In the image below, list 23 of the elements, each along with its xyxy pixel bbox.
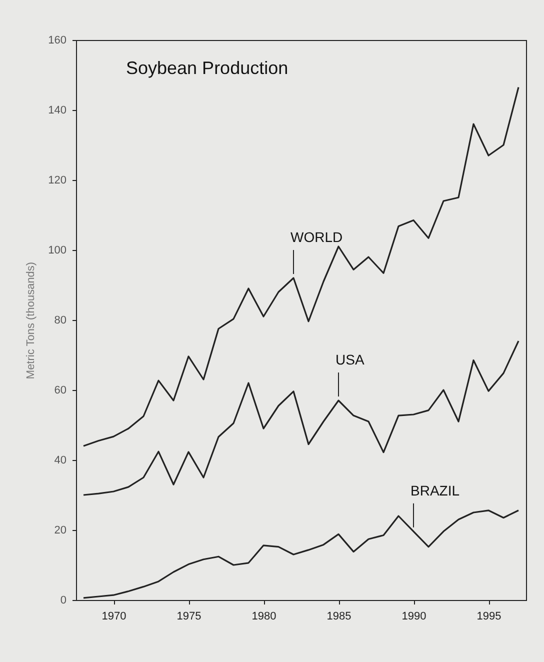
annotation: WORLD — [290, 229, 343, 245]
y-tick-label: 40 — [54, 454, 66, 466]
y-axis-title: Metric Tons (thousands) — [25, 262, 38, 380]
annotation: BRAZIL — [410, 482, 460, 498]
y-tick-label: 120 — [48, 174, 66, 186]
y-tick-label: 140 — [48, 104, 66, 116]
line-series — [82, 510, 520, 599]
x-tick-label: 1980 — [252, 610, 276, 622]
x-tick-label: 1975 — [176, 610, 202, 622]
y-tick-label: 20 — [54, 524, 66, 536]
y-tick-label: 60 — [54, 384, 66, 396]
y-tick-label: 0 — [60, 594, 66, 606]
x-tick-label: 1985 — [326, 610, 352, 622]
annotation: USA — [336, 352, 365, 368]
x-tick-label: 1990 — [402, 610, 426, 622]
text: Soybean Production — [126, 58, 288, 78]
x-tick-label: 1970 — [102, 610, 126, 622]
y-tick-label: 80 — [54, 314, 66, 326]
x-tick-label: 1995 — [476, 610, 502, 622]
y-tick-label: 160 — [48, 34, 66, 46]
y-tick-label: 100 — [48, 244, 66, 256]
line-series — [82, 340, 520, 496]
line-series — [82, 86, 520, 447]
